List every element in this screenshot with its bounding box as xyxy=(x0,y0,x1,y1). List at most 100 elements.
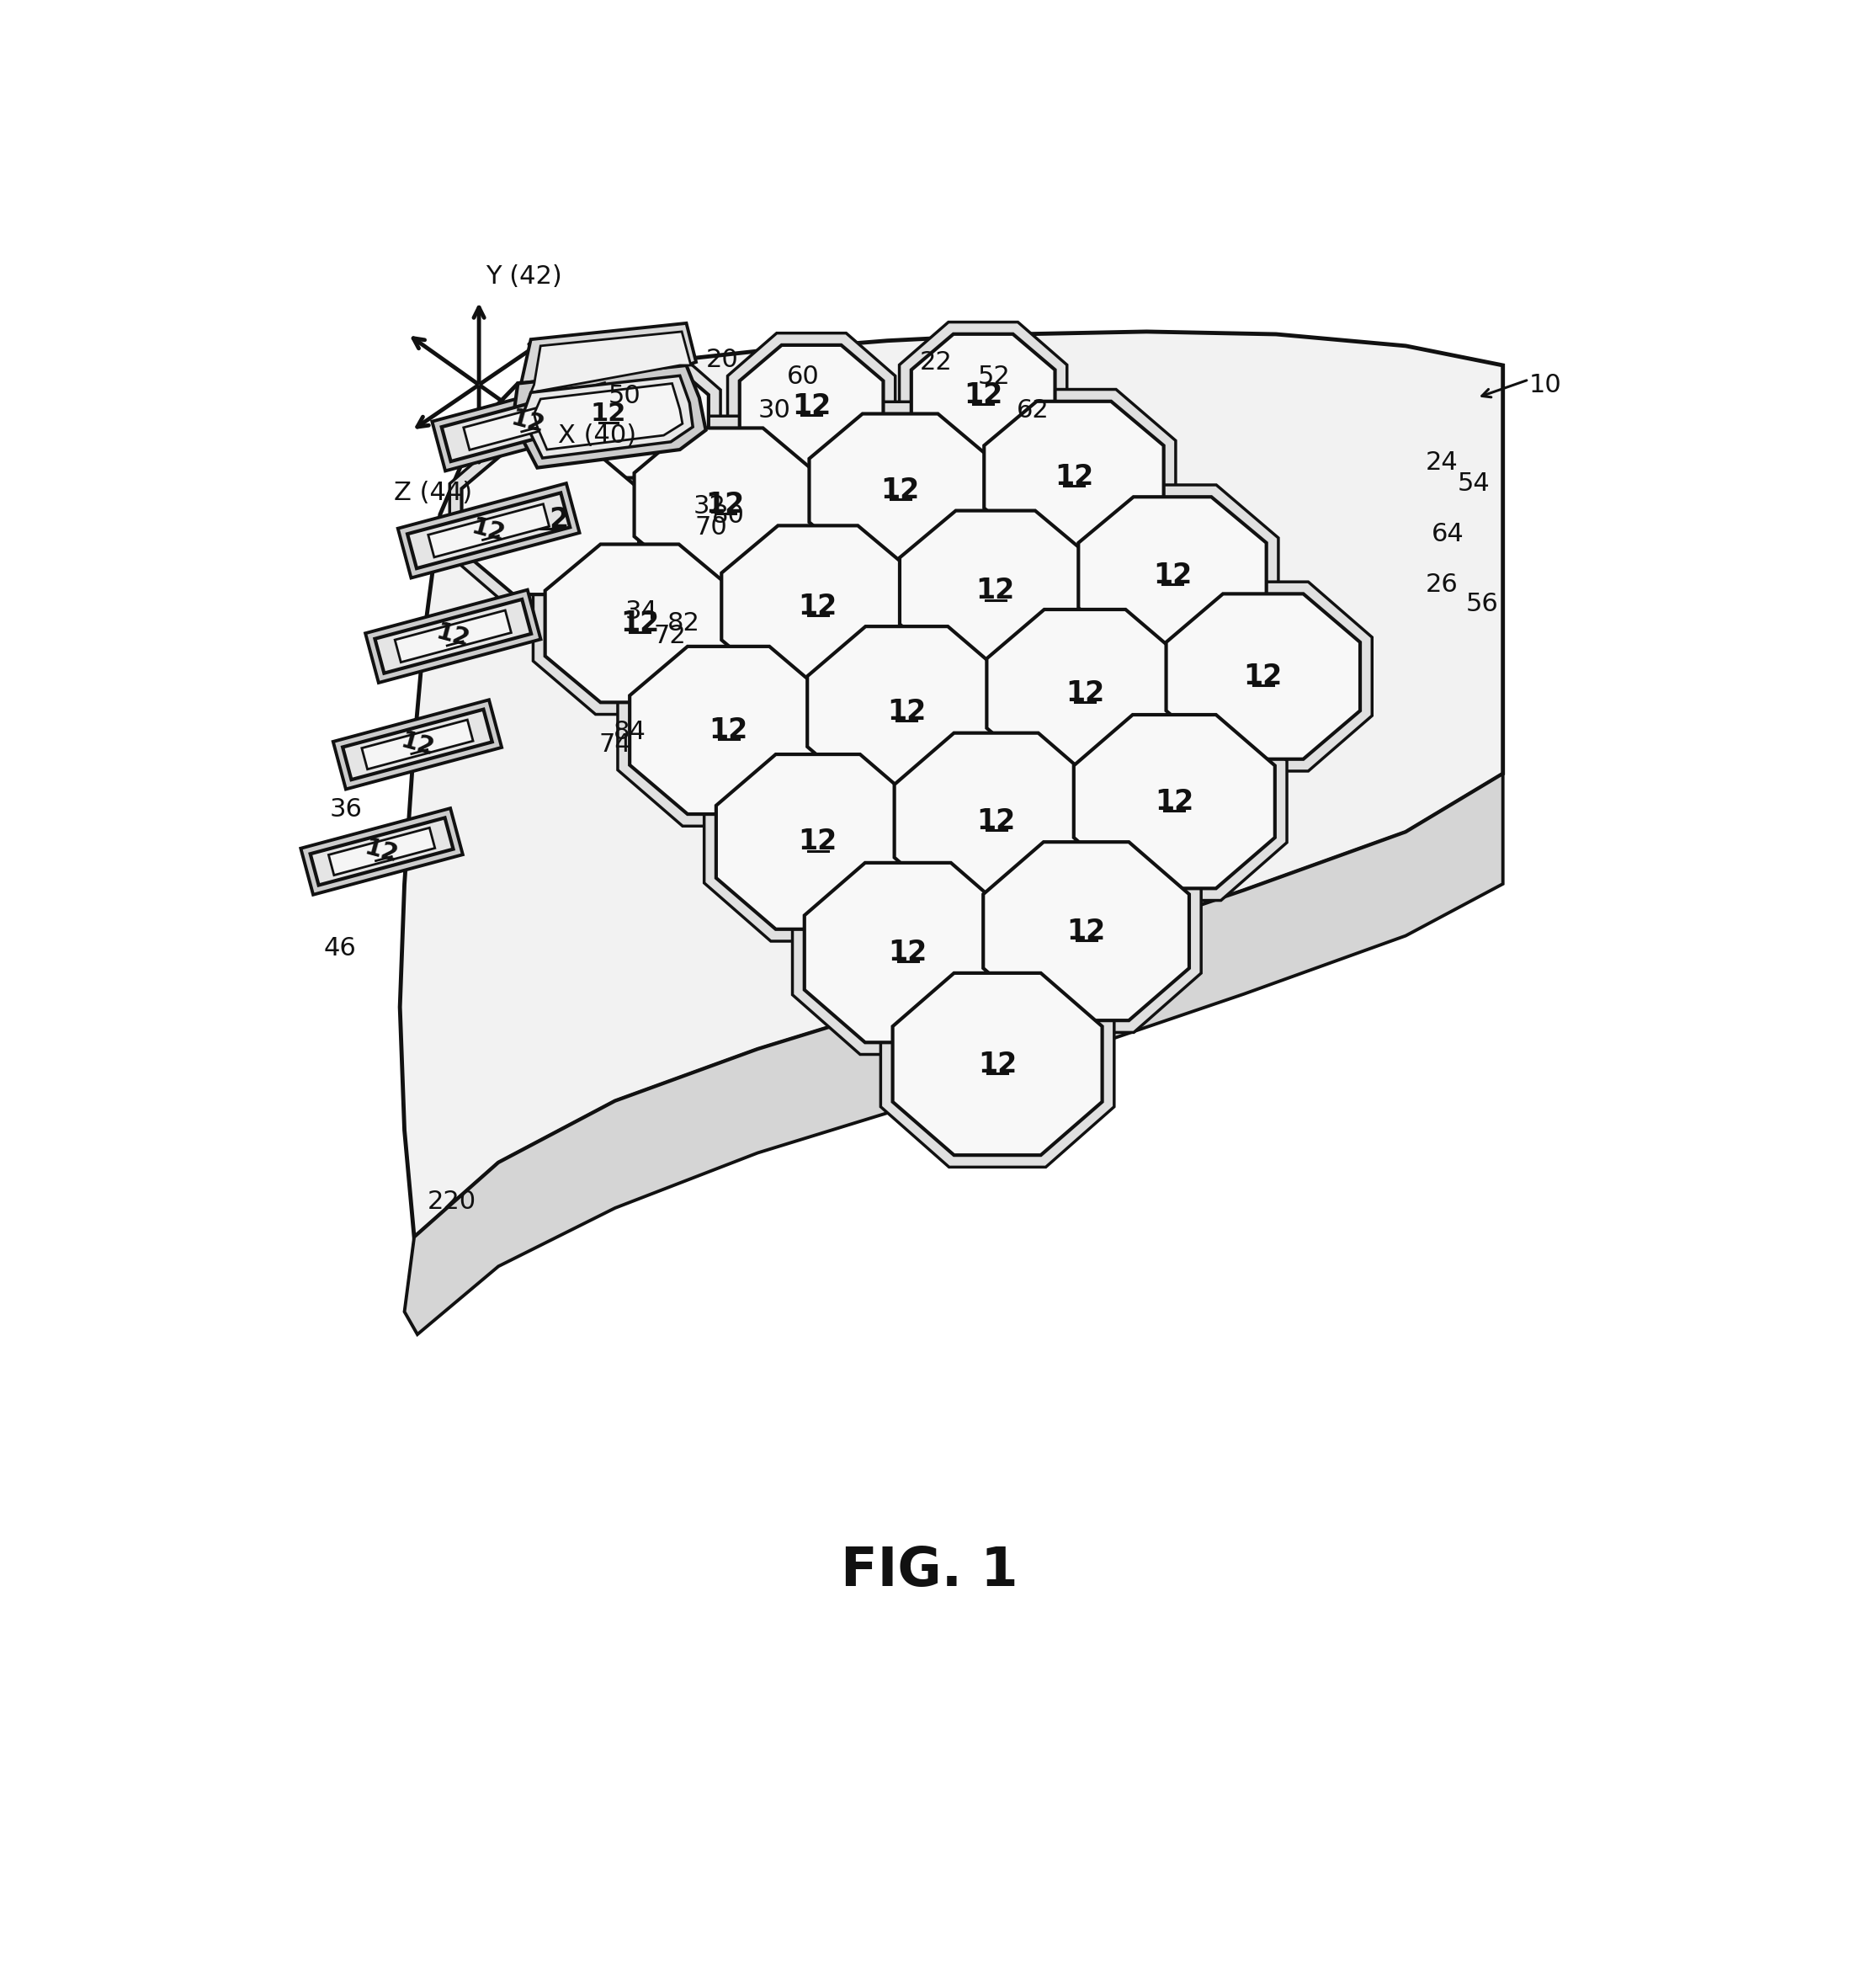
Text: 12: 12 xyxy=(977,1051,1017,1078)
Polygon shape xyxy=(972,831,1201,1033)
Polygon shape xyxy=(807,627,1006,797)
Polygon shape xyxy=(900,511,1092,672)
Polygon shape xyxy=(805,862,1011,1043)
Text: 60: 60 xyxy=(786,365,820,389)
Polygon shape xyxy=(328,827,435,876)
Polygon shape xyxy=(570,361,709,477)
Polygon shape xyxy=(1062,703,1287,900)
Text: 82: 82 xyxy=(666,611,700,636)
Text: 22: 22 xyxy=(919,350,953,375)
Text: 12: 12 xyxy=(976,577,1015,605)
Polygon shape xyxy=(623,416,827,593)
Text: 12: 12 xyxy=(433,621,473,652)
Polygon shape xyxy=(795,615,1019,809)
Polygon shape xyxy=(809,414,991,568)
Text: 72: 72 xyxy=(655,623,687,648)
Text: 12: 12 xyxy=(977,807,1015,835)
Text: 12: 12 xyxy=(1066,680,1105,707)
Text: 12: 12 xyxy=(621,609,658,636)
Polygon shape xyxy=(523,375,692,458)
Text: 220: 220 xyxy=(428,1190,477,1214)
Text: 12: 12 xyxy=(880,477,919,505)
Text: 12: 12 xyxy=(469,515,508,546)
Polygon shape xyxy=(398,483,580,577)
Text: 12: 12 xyxy=(1067,917,1105,945)
Text: 64: 64 xyxy=(1431,522,1465,546)
Polygon shape xyxy=(976,597,1195,790)
Polygon shape xyxy=(728,334,895,479)
Text: 50: 50 xyxy=(608,385,642,409)
Polygon shape xyxy=(310,817,454,886)
Polygon shape xyxy=(797,403,1004,579)
Text: 74: 74 xyxy=(598,733,632,756)
Polygon shape xyxy=(704,742,932,941)
Text: 12: 12 xyxy=(591,403,627,426)
Text: Z (44): Z (44) xyxy=(394,481,473,505)
Polygon shape xyxy=(546,544,734,703)
Polygon shape xyxy=(1079,497,1266,654)
Text: 84: 84 xyxy=(613,719,647,744)
Text: 34: 34 xyxy=(625,599,657,625)
Polygon shape xyxy=(912,334,1054,456)
Polygon shape xyxy=(514,365,705,467)
Polygon shape xyxy=(531,332,690,393)
Polygon shape xyxy=(983,843,1189,1021)
Text: 12: 12 xyxy=(964,381,1002,409)
Polygon shape xyxy=(300,809,463,896)
Text: 12: 12 xyxy=(1244,662,1283,691)
Text: 80: 80 xyxy=(713,503,745,528)
Text: 70: 70 xyxy=(694,515,728,540)
Polygon shape xyxy=(630,646,827,815)
Text: 12: 12 xyxy=(889,939,927,966)
Polygon shape xyxy=(559,348,720,489)
Text: X (40): X (40) xyxy=(557,422,636,448)
Polygon shape xyxy=(461,444,640,595)
Text: 12: 12 xyxy=(705,491,745,518)
Polygon shape xyxy=(634,428,816,581)
Text: 32: 32 xyxy=(692,495,726,518)
Polygon shape xyxy=(880,960,1114,1167)
Text: 12: 12 xyxy=(887,697,927,725)
Text: 10: 10 xyxy=(1529,373,1561,397)
Text: 54: 54 xyxy=(1458,471,1490,495)
Text: 12: 12 xyxy=(621,405,658,432)
Polygon shape xyxy=(972,389,1176,564)
Polygon shape xyxy=(617,634,839,827)
Text: 12: 12 xyxy=(1054,464,1094,491)
Text: Y (42): Y (42) xyxy=(486,265,561,289)
Text: 12: 12 xyxy=(398,729,437,760)
Text: 26: 26 xyxy=(1426,572,1458,597)
Text: 36: 36 xyxy=(330,797,362,821)
Polygon shape xyxy=(428,505,550,558)
Text: 12: 12 xyxy=(799,829,837,856)
Text: 30: 30 xyxy=(758,399,790,422)
Polygon shape xyxy=(722,526,914,687)
Text: 12: 12 xyxy=(1154,562,1191,589)
Polygon shape xyxy=(334,699,501,790)
Text: 56: 56 xyxy=(1465,591,1499,617)
Polygon shape xyxy=(441,383,613,462)
Polygon shape xyxy=(394,611,512,662)
Text: 12: 12 xyxy=(531,505,570,534)
Polygon shape xyxy=(739,346,884,467)
Polygon shape xyxy=(717,754,919,929)
Text: 20: 20 xyxy=(705,348,739,373)
Polygon shape xyxy=(366,589,540,683)
Polygon shape xyxy=(518,324,696,383)
Text: 12: 12 xyxy=(709,717,749,744)
Text: 12: 12 xyxy=(792,393,831,420)
Text: 12: 12 xyxy=(1156,788,1193,815)
Text: 62: 62 xyxy=(1017,399,1049,422)
Polygon shape xyxy=(792,850,1024,1055)
Polygon shape xyxy=(405,774,1503,1334)
Polygon shape xyxy=(887,499,1103,683)
Polygon shape xyxy=(343,709,492,780)
Polygon shape xyxy=(1073,715,1276,888)
Text: 12: 12 xyxy=(799,593,837,621)
Polygon shape xyxy=(987,609,1184,778)
Polygon shape xyxy=(400,332,1503,1237)
Text: 24: 24 xyxy=(1426,450,1458,475)
Polygon shape xyxy=(1066,485,1278,666)
Polygon shape xyxy=(535,383,683,450)
Text: 52: 52 xyxy=(977,365,1011,389)
